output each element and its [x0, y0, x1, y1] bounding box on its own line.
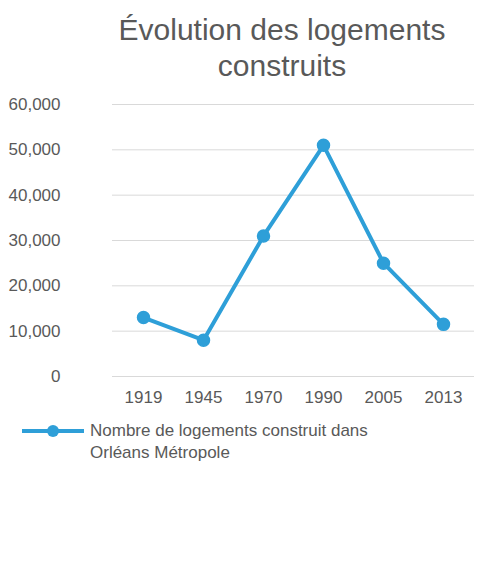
svg-text:1990: 1990 [305, 388, 343, 407]
svg-text:0: 0 [51, 367, 60, 386]
svg-text:30,000: 30,000 [9, 231, 61, 250]
svg-text:1970: 1970 [245, 388, 283, 407]
svg-text:20,000: 20,000 [9, 276, 61, 295]
svg-text:40,000: 40,000 [9, 186, 61, 205]
svg-text:2005: 2005 [365, 388, 403, 407]
svg-text:10,000: 10,000 [9, 322, 61, 341]
svg-text:60,000: 60,000 [9, 95, 61, 114]
svg-text:2013: 2013 [425, 388, 463, 407]
html-text:Nombre de logements construit: Nombre de logements construit dans Orléa… [90, 421, 368, 462]
html-text:Évolution des logements constr: Évolution des logements construits [118, 13, 446, 82]
svg-text:50,000: 50,000 [9, 140, 61, 159]
svg-text:1945: 1945 [185, 388, 223, 407]
svg-text:1919: 1919 [125, 388, 163, 407]
